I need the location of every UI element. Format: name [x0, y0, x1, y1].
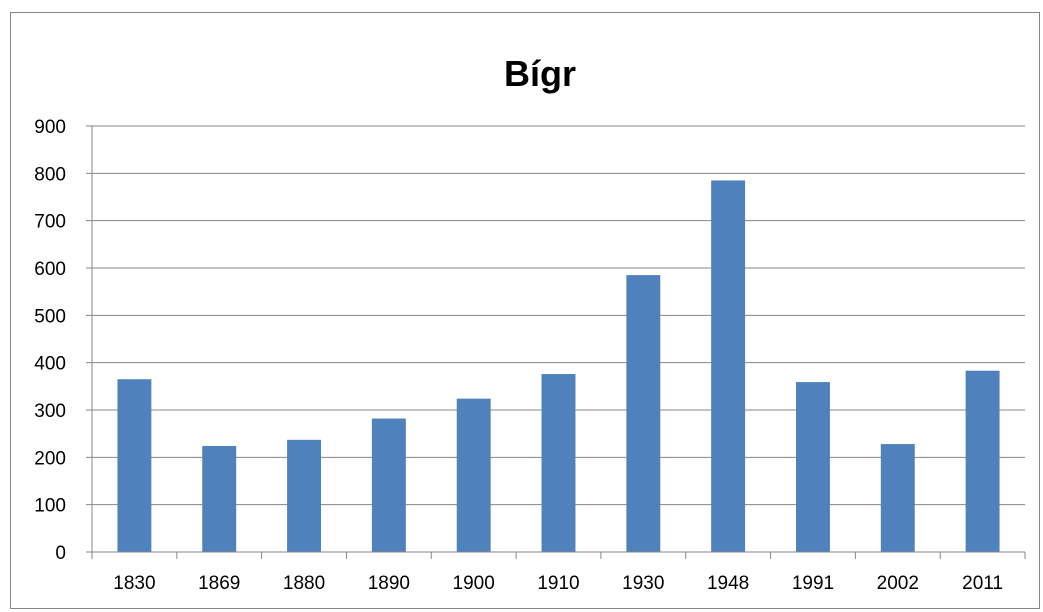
y-tick-label: 400	[34, 354, 66, 375]
bar-1910	[541, 374, 576, 552]
x-tick-label: 1930	[622, 573, 664, 594]
x-tick-label: 1880	[283, 573, 325, 594]
x-tick-label: 1869	[198, 573, 240, 594]
x-tick-label: 1948	[707, 573, 749, 594]
x-tick-label: 1830	[113, 573, 155, 594]
bars	[117, 180, 1000, 552]
y-tick-label: 300	[34, 401, 66, 422]
y-tick-labels: 0 100 200 300 400 500 600 700 800 900	[34, 117, 66, 564]
bar-1890	[371, 418, 406, 552]
x-tick-label: 1910	[537, 573, 579, 594]
x-tick-labels: 1830 1869 1880 1890 1900 1910 1930 1948 1991 2002…	[113, 573, 1003, 594]
gridlines	[86, 125, 1025, 553]
bar-1830	[117, 379, 152, 552]
bar-1930	[626, 275, 661, 552]
y-tick-label: 600	[34, 259, 66, 280]
x-tick-label: 1890	[368, 573, 410, 594]
bar-1880	[287, 439, 322, 552]
bar-1869	[202, 445, 237, 552]
bar-2002	[880, 444, 915, 552]
y-tick-label: 700	[34, 212, 66, 233]
bar-1900	[456, 398, 491, 552]
bar-1991	[795, 382, 830, 552]
x-tick-label: 2011	[962, 573, 1003, 594]
x-tick-label: 1991	[792, 573, 834, 594]
y-tick-label: 0	[55, 543, 66, 564]
axes	[91, 126, 1026, 559]
chart-title: Bígr	[504, 53, 576, 94]
bar-2011	[965, 370, 1000, 552]
y-tick-label: 800	[34, 164, 66, 185]
bar-1948	[711, 180, 746, 552]
y-tick-label: 100	[34, 496, 66, 517]
x-tick-label: 1900	[453, 573, 495, 594]
y-tick-label: 200	[34, 448, 66, 469]
chart-frame	[10, 12, 1040, 609]
y-tick-label: 500	[34, 306, 66, 327]
x-tick-label: 2002	[877, 573, 919, 594]
y-tick-label: 900	[34, 117, 66, 138]
